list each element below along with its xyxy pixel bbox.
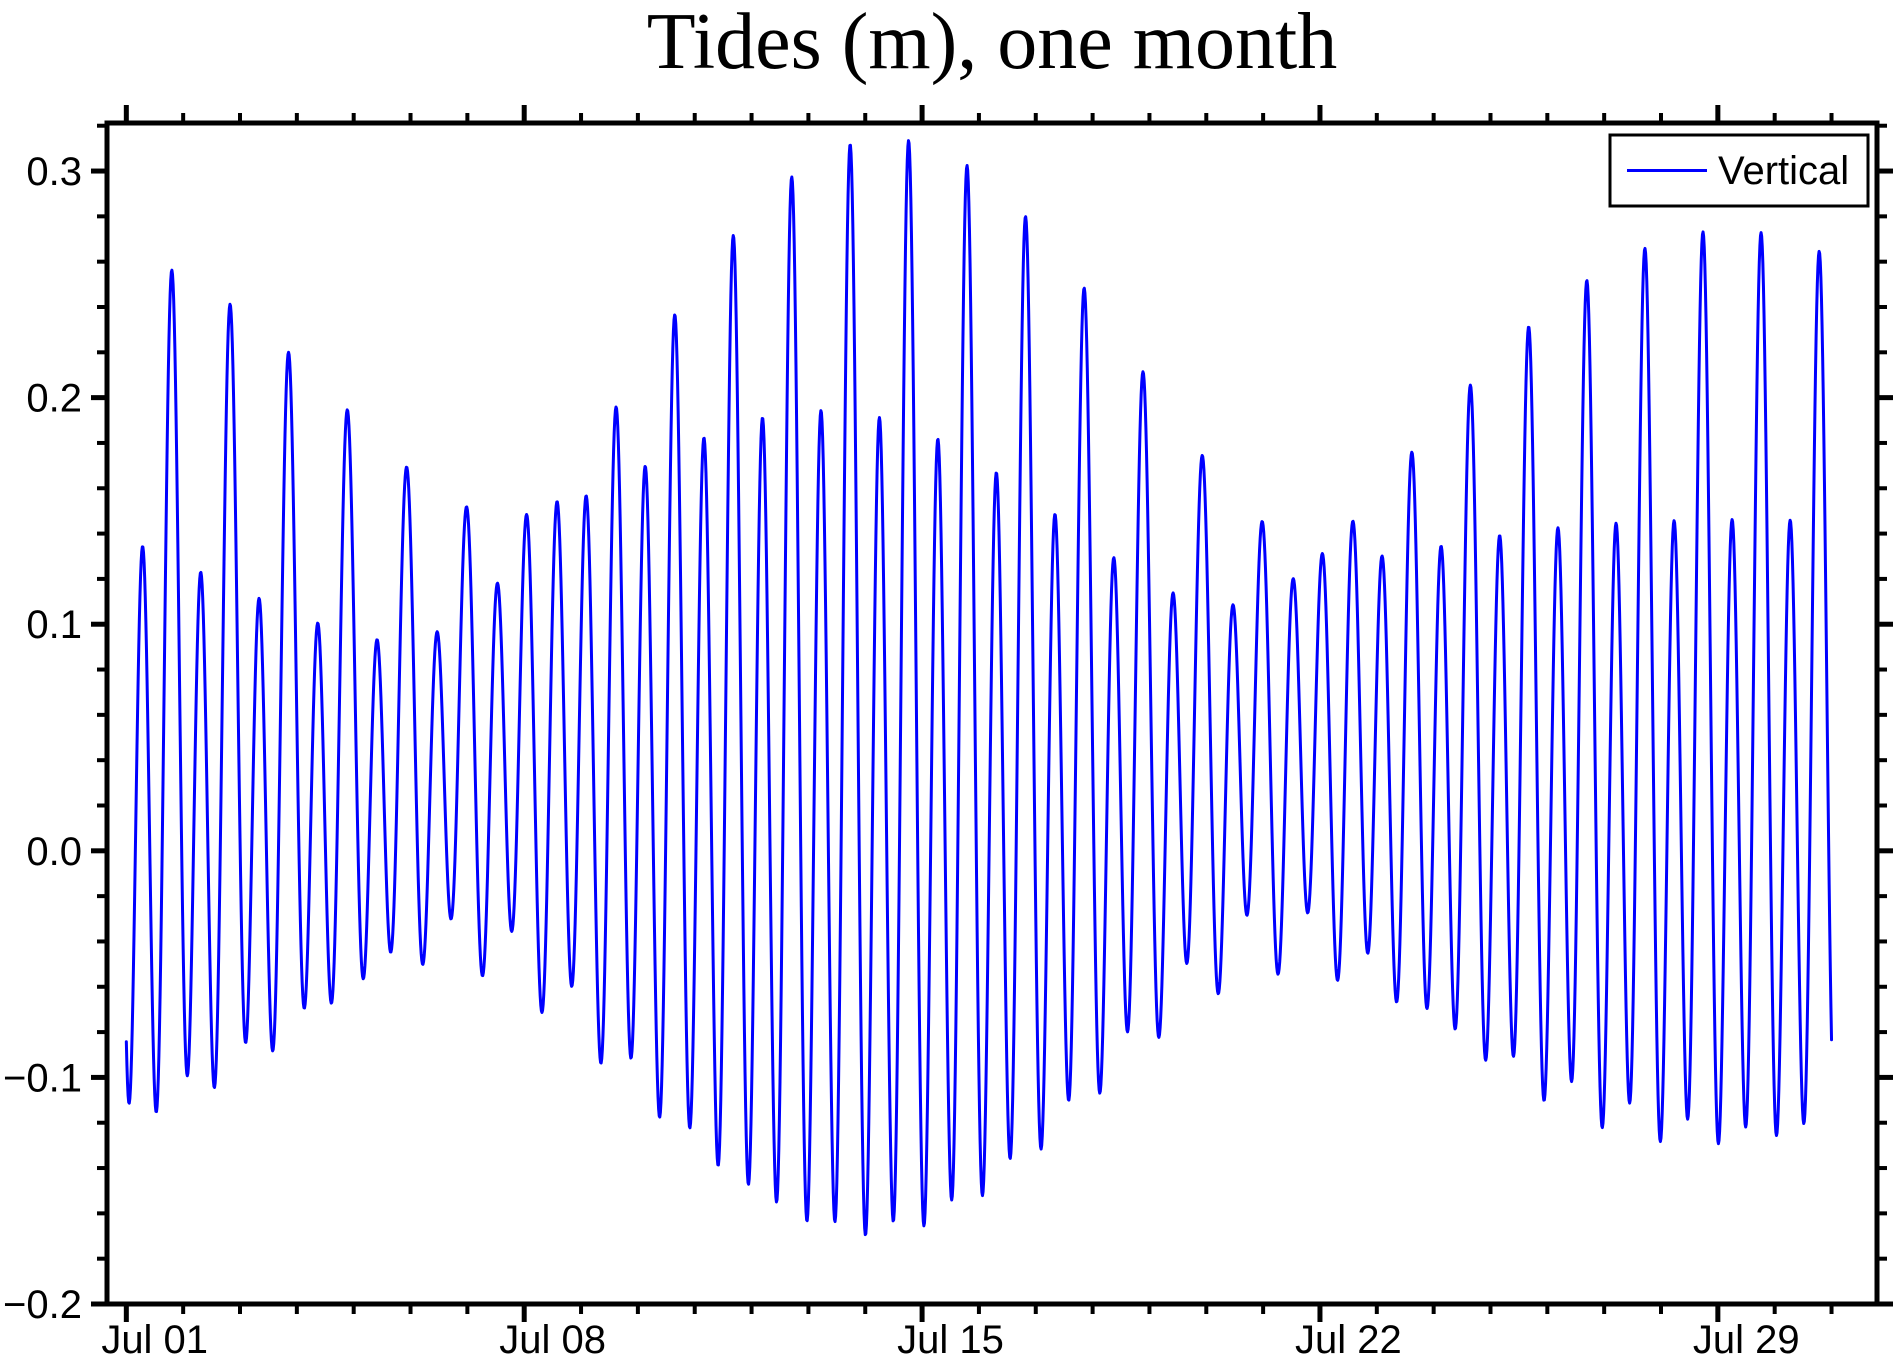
y-tick-label: −0.1 <box>3 1056 82 1100</box>
x-tick-label: Jul 22 <box>1295 1318 1402 1362</box>
y-tick-label: −0.2 <box>3 1283 82 1327</box>
y-tick-label: 0.0 <box>26 830 82 874</box>
x-tick-label: Jul 01 <box>101 1318 208 1362</box>
tide-curve-group <box>124 139 1834 1237</box>
y-tick-label: 0.2 <box>26 377 82 421</box>
legend: Vertical <box>1608 133 1870 208</box>
y-tick-label: 0.1 <box>26 603 82 647</box>
x-tick-label: Jul 08 <box>499 1318 606 1362</box>
chart-title: Tides (m), one month <box>646 0 1338 86</box>
tide-curve <box>124 139 1834 1237</box>
axis-ticks <box>91 105 1893 1322</box>
legend-label: Vertical <box>1718 149 1849 193</box>
x-tick-label: Jul 29 <box>1693 1318 1800 1362</box>
axis-tick-labels: Jul 01 Jul 08 Jul 15 Jul 22 Jul 29 0.3 0.2 0.1 0… <box>3 150 1800 1362</box>
x-tick-label: Jul 15 <box>897 1318 1004 1362</box>
y-tick-label: 0.3 <box>26 150 82 194</box>
